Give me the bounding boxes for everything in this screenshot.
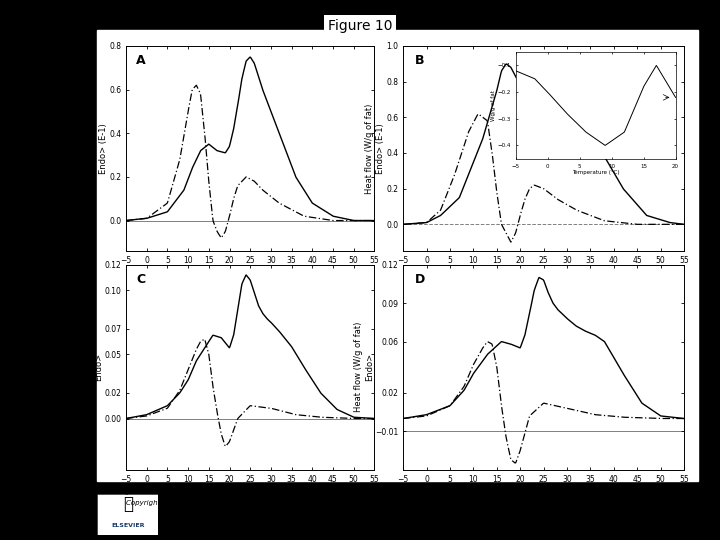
Y-axis label: Heat flow (W/g of fat)
Endo> (E-1): Heat flow (W/g of fat) Endo> (E-1) (88, 103, 107, 194)
Text: Figure 10: Figure 10 (328, 19, 392, 33)
Text: C: C (136, 273, 145, 286)
Text: ELSEVIER: ELSEVIER (111, 523, 145, 528)
Y-axis label: Heat flow (W/g of fat)
Endo>: Heat flow (W/g of fat) Endo> (354, 322, 374, 413)
Y-axis label: Heat flow (W/g of fat)
Endo>: Heat flow (W/g of fat) Endo> (83, 322, 103, 413)
Text: B: B (415, 54, 424, 67)
Text: 🌿: 🌿 (123, 495, 132, 513)
X-axis label: Temperature (°C): Temperature (°C) (208, 487, 292, 496)
Text: Copyright © 2006 American Dairy Science Association: Copyright © 2006 American Dairy Science … (126, 500, 318, 506)
Y-axis label: Heat flow (W/g of fat)
Endo> (E-1): Heat flow (W/g of fat) Endo> (E-1) (365, 103, 384, 194)
X-axis label: Temperature (°C): Temperature (°C) (502, 487, 585, 496)
Text: D: D (415, 273, 425, 286)
Text: A: A (136, 54, 145, 67)
Text: Journal of Dairy Science 2006 892894-29 100 OI: (10.3168/jds.S0022-0302(06)72562: Journal of Dairy Science 2006 892894-29 … (126, 489, 438, 495)
